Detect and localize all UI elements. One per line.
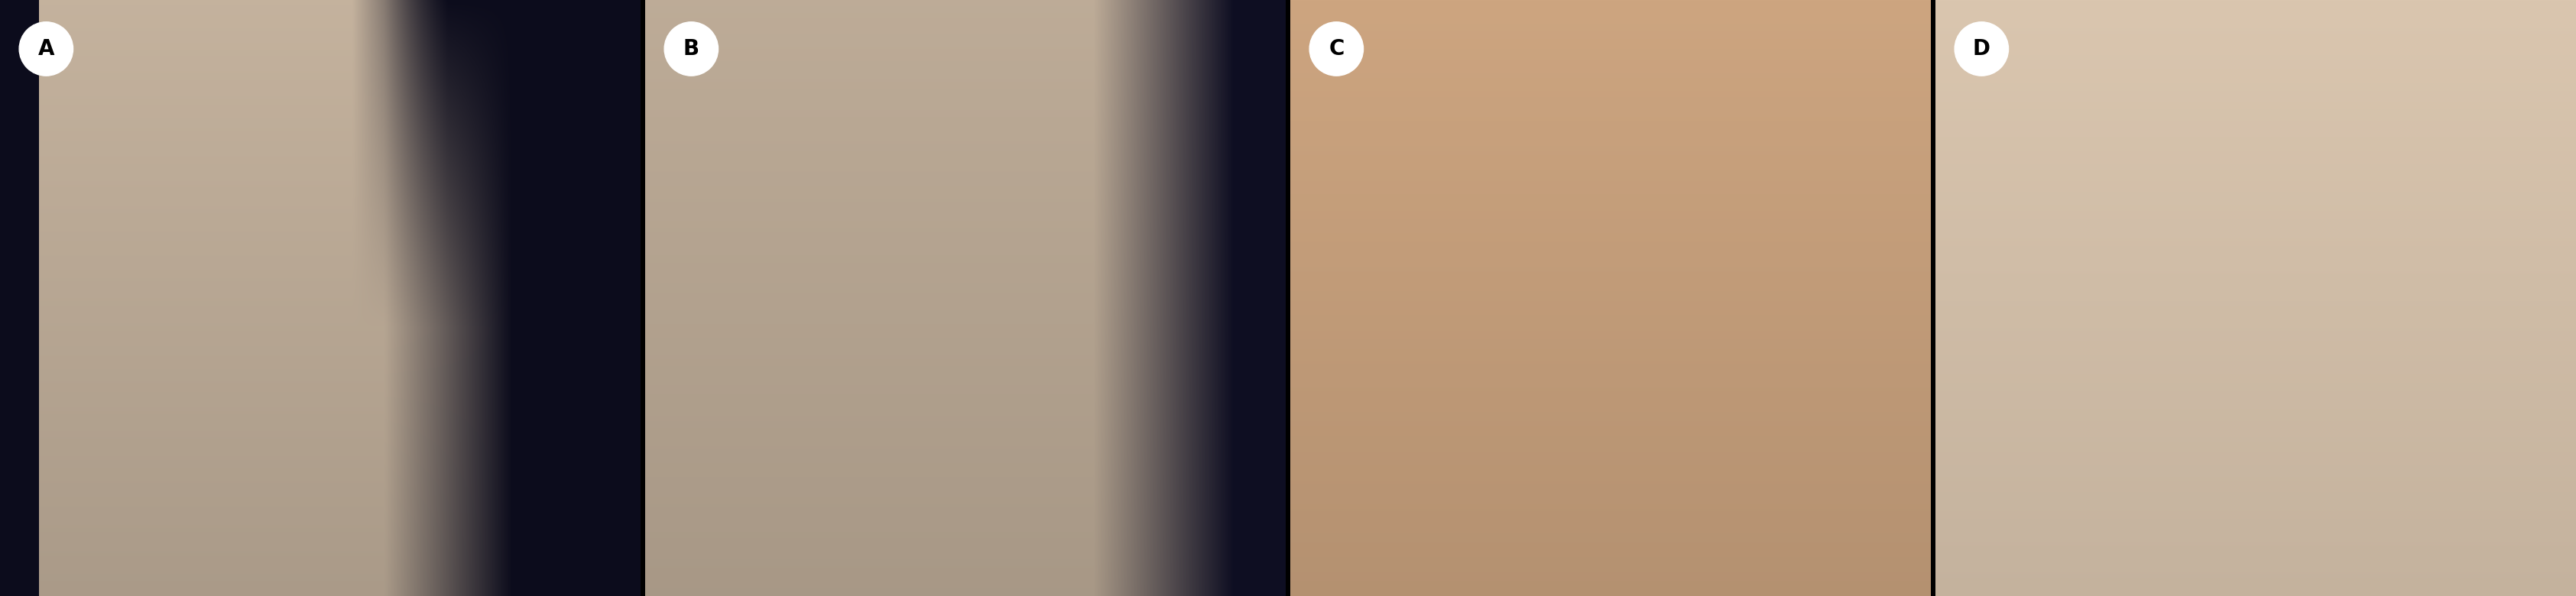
- Circle shape: [1309, 22, 1363, 76]
- Text: D: D: [1973, 38, 1991, 60]
- Text: C: C: [1329, 38, 1345, 60]
- Text: A: A: [39, 38, 54, 60]
- Circle shape: [1955, 22, 2009, 76]
- Circle shape: [665, 22, 719, 76]
- Text: B: B: [683, 38, 698, 60]
- Circle shape: [18, 22, 72, 76]
